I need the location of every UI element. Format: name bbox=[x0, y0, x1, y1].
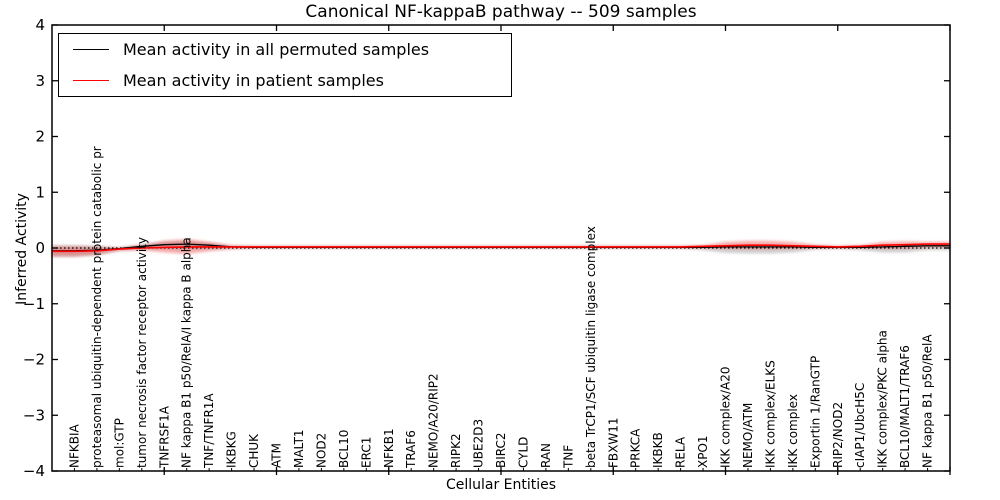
legend-item-permuted: Mean activity in all permuted samples bbox=[59, 35, 511, 65]
legend-label-patient: Mean activity in patient samples bbox=[123, 70, 384, 90]
category-label: IKK complex/PKC alpha bbox=[876, 330, 890, 468]
category-label: NFKBIA bbox=[68, 423, 82, 468]
category-label: RAN bbox=[539, 443, 553, 468]
category-label: PRKCA bbox=[629, 428, 643, 468]
y-tick-label: −2 bbox=[23, 351, 45, 369]
category-label: IKK complex bbox=[786, 394, 800, 468]
y-tick-label: 1 bbox=[35, 183, 45, 201]
category-label: ATM bbox=[270, 443, 284, 468]
patient-line-sample-icon bbox=[73, 79, 109, 81]
category-label: TRAF6 bbox=[404, 430, 418, 469]
category-label: NEMO/ATM bbox=[741, 403, 755, 468]
category-label: RELA bbox=[674, 436, 688, 468]
y-tick-label: 2 bbox=[35, 128, 45, 146]
y-tick-label: 4 bbox=[35, 16, 45, 34]
category-label: NF kappa B1 p50/RelA bbox=[921, 334, 935, 468]
permuted-line-sample-icon bbox=[73, 49, 109, 51]
category-label: mol:GTP bbox=[112, 418, 126, 468]
category-label: BCL10 bbox=[337, 430, 351, 468]
category-label: BCL10/MALT1/TRAF6 bbox=[898, 345, 912, 468]
category-label: beta TrCP1/SCF ubiquitin ligase complex bbox=[584, 226, 598, 468]
legend-label-permuted: Mean activity in all permuted samples bbox=[123, 40, 430, 60]
category-label: NEMO/A20/RIP2 bbox=[427, 373, 441, 468]
category-label: IKBKG bbox=[225, 431, 239, 468]
category-label: IKK complex/ELKS bbox=[763, 360, 777, 468]
category-label: XPO1 bbox=[696, 435, 710, 468]
y-tick-label: 0 bbox=[35, 239, 45, 257]
category-label: IKBKB bbox=[651, 432, 665, 468]
category-label: tumor necrosis factor receptor activity bbox=[135, 237, 149, 468]
legend-item-patient: Mean activity in patient samples bbox=[59, 65, 511, 95]
category-label: NFKB1 bbox=[382, 428, 396, 468]
chart-title: Canonical NF-kappaB pathway -- 509 sampl… bbox=[305, 2, 697, 22]
category-label: cIAP1/UbcH5C bbox=[853, 383, 867, 468]
category-label: RIPK2 bbox=[449, 433, 463, 468]
x-axis-label: Cellular Entities bbox=[445, 477, 557, 493]
category-label: TNFRSF1A bbox=[157, 405, 171, 469]
category-label: Exportin 1/RanGTP bbox=[808, 356, 822, 468]
category-label: BIRC2 bbox=[494, 432, 508, 468]
legend: Mean activity in all permuted samples Me… bbox=[58, 33, 512, 97]
y-tick-label: −3 bbox=[23, 406, 45, 424]
category-label: IKK complex/A20 bbox=[719, 367, 733, 468]
band-permuted-sample-range bbox=[52, 241, 950, 257]
category-label: ERC1 bbox=[359, 437, 373, 468]
category-label: MALT1 bbox=[292, 429, 306, 468]
category-label: CHUK bbox=[247, 433, 261, 468]
y-tick-label: −4 bbox=[23, 462, 45, 480]
category-label: proteasomal ubiquitin-dependent protein … bbox=[90, 146, 104, 468]
y-tick-label: −1 bbox=[23, 295, 45, 313]
category-label: UBE2D3 bbox=[472, 419, 486, 468]
category-label: NOD2 bbox=[314, 433, 328, 468]
category-label: RIP2/NOD2 bbox=[831, 402, 845, 468]
category-label: FBXW11 bbox=[606, 418, 620, 469]
category-label: TNF/TNFR1A bbox=[202, 393, 216, 469]
y-tick-label: 3 bbox=[35, 72, 45, 90]
category-label: CYLD bbox=[517, 437, 531, 468]
series-line-patient bbox=[52, 243, 950, 253]
category-label: NF kappa B1 p50/RelA/I kappa B alpha bbox=[180, 237, 194, 468]
category-label: TNF bbox=[561, 445, 575, 469]
